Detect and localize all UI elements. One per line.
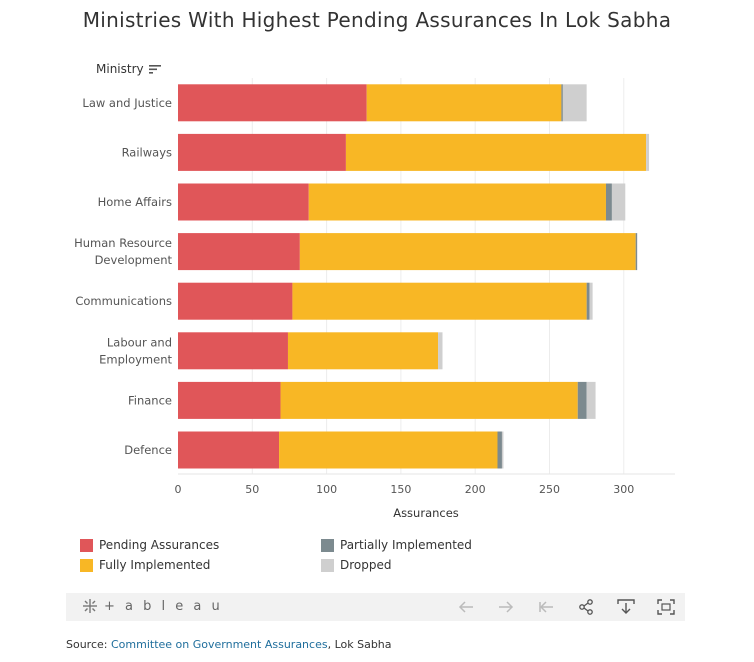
bar-segment[interactable]	[287, 332, 439, 370]
category-label[interactable]: Employment	[99, 352, 172, 366]
bar-segment[interactable]	[345, 133, 647, 171]
bar-segment[interactable]	[611, 183, 626, 221]
share-button[interactable]	[576, 598, 596, 616]
legend-item-fully[interactable]: Fully Implemented	[80, 558, 210, 572]
tableau-logo[interactable]: + a b l e a u	[82, 598, 223, 614]
x-tick-label: 150	[390, 483, 411, 496]
legend: Pending Assurances Partially Implemented…	[80, 536, 560, 580]
x-tick-label: 200	[465, 483, 486, 496]
bar-segment[interactable]	[586, 282, 590, 320]
bar-segment[interactable]	[178, 431, 280, 469]
legend-label-partial: Partially Implemented	[340, 538, 472, 552]
source-suffix: , Lok Sabha	[327, 638, 392, 651]
legend-item-dropped[interactable]: Dropped	[321, 558, 392, 572]
x-axis-title: Assurances	[393, 506, 459, 520]
dimension-header-label: Ministry	[96, 62, 144, 76]
legend-swatch-pending	[80, 538, 93, 552]
bar-segment[interactable]	[438, 332, 443, 370]
x-tick-label: 250	[539, 483, 560, 496]
download-button[interactable]	[616, 598, 636, 616]
bar-segment[interactable]	[308, 183, 606, 221]
source-prefix: Source:	[66, 638, 111, 651]
legend-item-partial[interactable]: Partially Implemented	[321, 538, 472, 552]
bar-segment[interactable]	[178, 84, 367, 122]
undo-button[interactable]	[456, 598, 476, 616]
bar-segment[interactable]	[497, 431, 502, 469]
share-icon	[579, 599, 593, 615]
category-label[interactable]: Communications	[75, 294, 172, 308]
legend-label-pending: Pending Assurances	[99, 538, 220, 552]
bar-chart: Law and Justice Railways Home Affairs Human…	[74, 78, 675, 520]
bar-segment[interactable]	[178, 381, 281, 419]
bar-segment[interactable]	[280, 381, 578, 419]
bar-segment[interactable]	[178, 183, 309, 221]
bar-group	[178, 84, 650, 469]
bar-segment[interactable]	[178, 233, 300, 271]
redo-button[interactable]	[496, 598, 516, 616]
legend-label-fully: Fully Implemented	[99, 558, 211, 572]
category-label[interactable]: Defence	[124, 443, 172, 457]
bar-segment[interactable]	[292, 282, 587, 320]
legend-swatch-dropped	[321, 558, 334, 572]
revert-icon	[539, 601, 553, 613]
bar-segment[interactable]	[561, 84, 563, 122]
tableau-toolbar: + a b l e a u	[66, 593, 685, 621]
category-label[interactable]: Law and Justice	[82, 96, 172, 110]
tableau-logo-text: + a b l e a u	[104, 598, 223, 614]
legend-swatch-fully	[80, 558, 93, 572]
category-label[interactable]: Home Affairs	[98, 195, 172, 209]
bar-segment[interactable]	[299, 233, 636, 271]
bar-segment[interactable]	[577, 381, 587, 419]
download-icon	[617, 599, 635, 614]
bar-segment[interactable]	[562, 84, 587, 122]
legend-label-dropped: Dropped	[340, 558, 392, 572]
category-labels: Law and Justice Railways Home Affairs Human…	[74, 96, 172, 457]
x-tick-label: 50	[245, 483, 259, 496]
x-tick-label: 100	[316, 483, 337, 496]
fullscreen-icon	[657, 599, 675, 615]
bar-segment[interactable]	[178, 282, 293, 320]
bar-segment[interactable]	[635, 233, 638, 271]
bar-segment[interactable]	[366, 84, 562, 122]
source-link[interactable]: Committee on Government Assurances	[110, 638, 328, 651]
chart-title: Ministries With Highest Pending Assuranc…	[82, 8, 672, 32]
arrow-left-icon	[458, 601, 473, 613]
category-label[interactable]: Human Resource	[74, 236, 172, 250]
category-label[interactable]: Railways	[122, 145, 172, 159]
bar-segment[interactable]	[646, 133, 650, 171]
bar-segment[interactable]	[586, 381, 596, 419]
dimension-header[interactable]: Ministry	[96, 62, 161, 76]
x-axis-ticks: 0 50 100 150 200 250 300	[175, 483, 635, 496]
tableau-logo-icon	[83, 599, 97, 613]
fullscreen-button[interactable]	[656, 598, 676, 616]
bar-segment[interactable]	[178, 332, 288, 370]
source-note: Source: Committee on Government Assuranc…	[66, 638, 392, 651]
category-label[interactable]: Finance	[128, 393, 172, 407]
category-label[interactable]: Labour and	[107, 335, 172, 349]
bar-segment[interactable]	[178, 133, 346, 171]
bar-segment[interactable]	[501, 431, 504, 469]
arrow-right-icon	[499, 601, 514, 613]
legend-swatch-partial	[321, 538, 334, 552]
x-tick-label: 300	[613, 483, 634, 496]
legend-item-pending[interactable]: Pending Assurances	[80, 538, 219, 552]
x-tick-label: 0	[175, 483, 182, 496]
bar-segment[interactable]	[589, 282, 593, 320]
bar-segment[interactable]	[605, 183, 612, 221]
sort-descending-icon[interactable]	[148, 64, 161, 75]
revert-button[interactable]	[536, 598, 556, 616]
category-label[interactable]: Development	[95, 253, 173, 267]
bar-segment[interactable]	[279, 431, 498, 469]
